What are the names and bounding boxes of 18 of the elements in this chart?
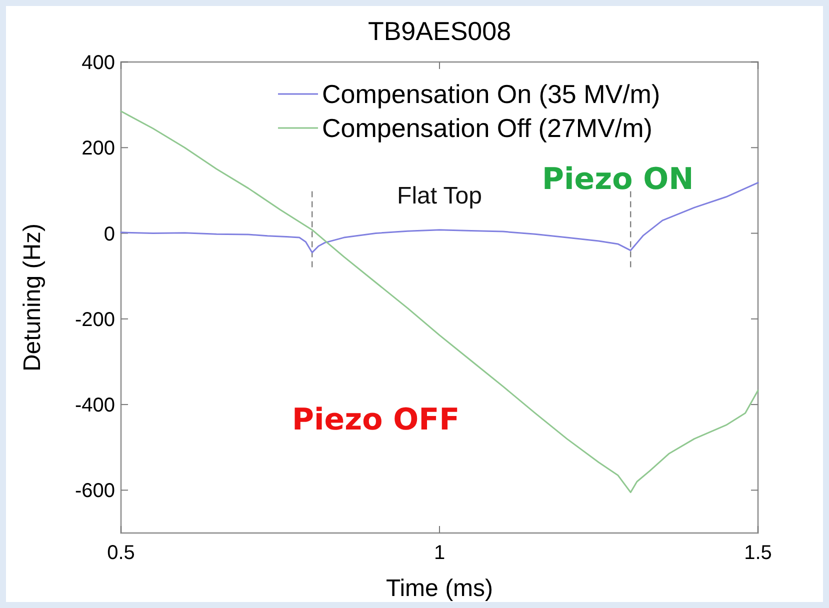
legend-label: Compensation On (35 MV/m) — [322, 79, 660, 110]
annotation: Flat Top — [397, 182, 482, 210]
x-tick-label: 1.5 — [744, 542, 772, 564]
y-tick-label: 200 — [82, 138, 115, 160]
y-tick-label: -400 — [74, 394, 115, 417]
y-tick-label: -200 — [74, 308, 115, 331]
annotation: Piezo ON — [542, 162, 694, 198]
y-axis-title: Detuning (Hz) — [19, 223, 46, 372]
y-tick-label: -600 — [74, 480, 115, 502]
x-tick-label: 0.5 — [107, 542, 135, 564]
legend-label: Compensation Off (27MV/m) — [322, 113, 652, 144]
x-axis-title: Time (ms) — [386, 575, 494, 602]
annotation: Piezo OFF — [292, 402, 460, 438]
y-tick-label: 0 — [104, 223, 115, 246]
y-tick-label: 400 — [82, 52, 115, 74]
line-series — [120, 110, 759, 494]
chart-title: TB9AES008 — [368, 16, 512, 46]
x-tick-label: 1 — [434, 542, 446, 564]
